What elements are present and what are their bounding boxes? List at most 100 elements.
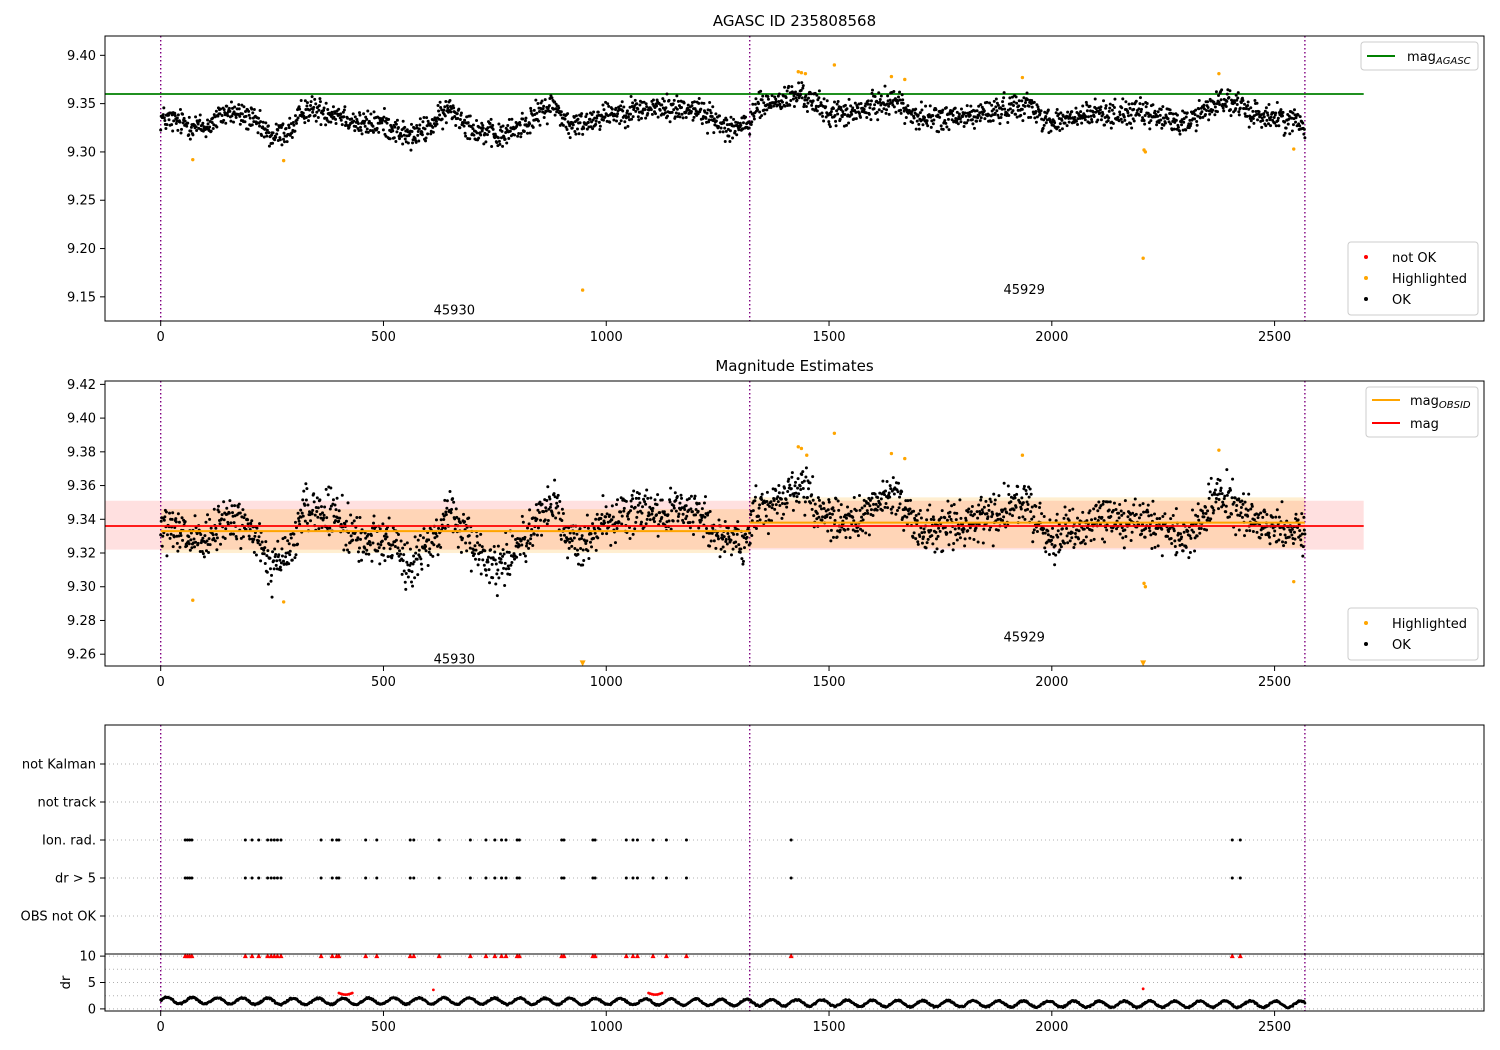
ok-point [506,564,510,568]
ok-point [1022,112,1026,116]
ok-point [780,100,784,104]
legend-points-box [1347,241,1479,316]
ok-point [270,573,274,577]
ok-point [247,113,251,117]
ok-point [1120,106,1124,110]
ok-point [340,493,344,497]
ok-point [934,108,938,112]
ok-point [257,539,261,543]
ok-point [587,557,591,561]
x-tick-label: 1500 [812,330,845,345]
ok-point [692,115,696,119]
ok-point [391,543,395,547]
ok-point [396,532,400,536]
ok-point [802,495,806,499]
ok-point [428,122,432,126]
ok-point [947,128,951,132]
ok-point [1012,100,1016,104]
ok-point [636,107,640,111]
ok-point [1169,122,1173,126]
ok-point [931,114,935,118]
ok-point [195,532,199,536]
ok-point [500,129,504,133]
ok-point [798,484,802,488]
ok-point [1124,534,1128,538]
y-tick-label: 9.38 [67,445,96,460]
legend-lines-box [1360,41,1479,71]
flag-point [517,876,521,880]
ok-point [1243,534,1247,538]
ok-point [168,536,172,540]
ok-point [409,122,413,126]
ok-point [780,516,784,520]
ok-point [417,127,421,131]
ok-point [510,534,514,538]
ok-point [579,547,583,551]
ok-point [263,546,267,550]
ok-point [449,511,453,515]
ok-point [826,529,830,533]
ok-point [386,555,390,559]
ok-point [916,113,920,117]
ok-point [492,545,496,549]
ok-point [860,506,864,510]
ok-point [694,507,698,511]
ok-point [859,115,863,119]
ok-point [643,494,647,498]
ok-point [1034,504,1038,508]
ok-point [634,520,638,524]
ok-point [468,137,472,141]
ok-point [763,507,767,511]
ok-point [658,511,662,515]
ok-point [895,101,899,105]
ok-point [964,518,968,522]
ok-point [380,539,384,543]
ok-point [726,526,730,530]
ok-point [232,532,236,536]
ok-point [452,106,456,110]
ok-point [1228,488,1232,492]
legend-marker [1364,276,1368,280]
ok-point [529,109,533,113]
ok-point [796,92,800,96]
ok-point [671,102,675,106]
ok-point [547,104,551,108]
ok-point [941,127,945,131]
ok-point [1265,111,1269,115]
ok-point [943,516,947,520]
ok-point [880,508,884,512]
ok-point [797,81,801,85]
ok-point [952,541,956,545]
ok-point [304,498,308,502]
ok-point [854,509,858,513]
ok-point [219,107,223,111]
ok-point [252,537,256,541]
ok-point [1239,101,1243,105]
ok-point [1001,100,1005,104]
ok-point [328,526,332,530]
ok-point [517,131,521,135]
ok-point [991,119,995,123]
ok-point [1267,531,1271,535]
flag-point [593,838,597,842]
ok-point [721,545,725,549]
ok-point [780,105,784,109]
ok-point [1063,505,1067,509]
ok-point [869,99,873,103]
ok-point [472,552,476,556]
flag-point [468,838,472,842]
ok-point [905,515,909,519]
ok-point [1220,492,1224,496]
ok-point [1100,515,1104,519]
ok-point [435,534,439,538]
ok-point [534,503,538,507]
ok-point [1200,110,1204,114]
ok-point [570,126,574,130]
ok-point [1050,542,1054,546]
ok-point [1012,104,1016,108]
ok-point [802,479,806,483]
ok-point [719,126,723,130]
ok-point [1124,100,1128,104]
ok-point [196,122,200,126]
ok-point [988,528,992,532]
